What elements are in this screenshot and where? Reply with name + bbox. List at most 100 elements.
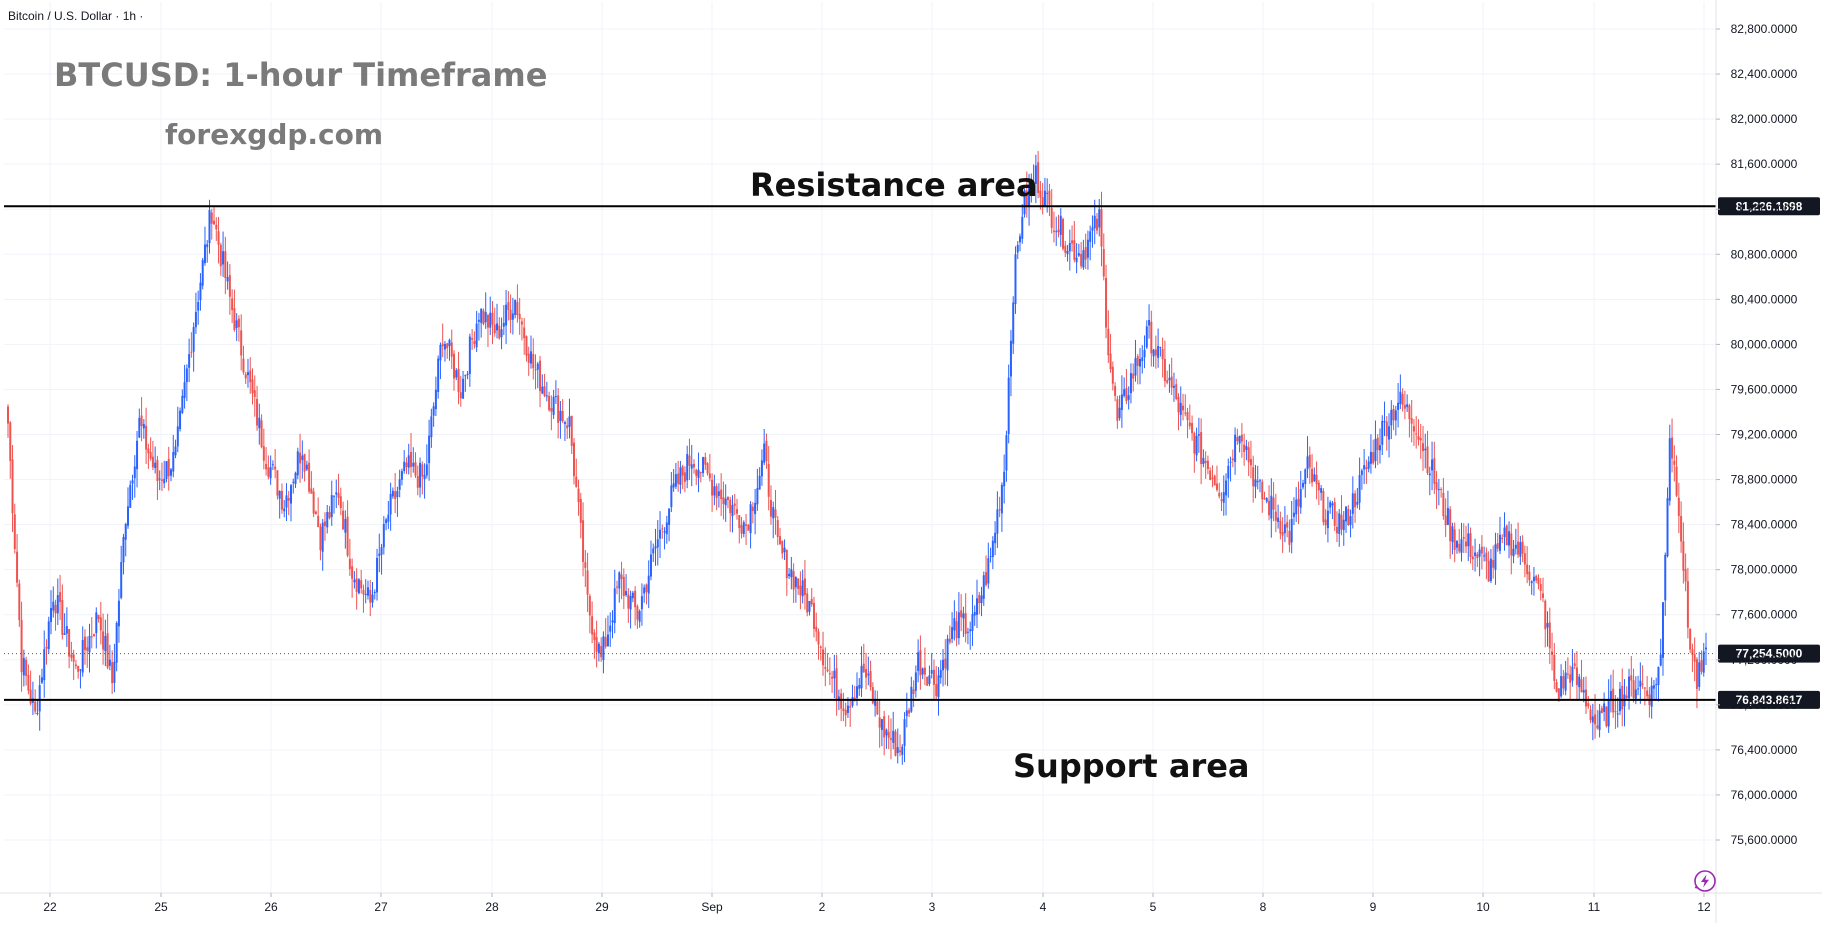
candle-body — [932, 669, 935, 685]
candle-body — [894, 731, 897, 756]
candle-body — [251, 379, 254, 394]
candle-body — [1680, 516, 1683, 542]
candle-body — [1512, 548, 1515, 557]
candle-body — [846, 705, 849, 713]
candle-body — [668, 508, 671, 525]
candle-body — [292, 481, 295, 483]
candle-body — [1234, 434, 1237, 462]
candle-body — [1510, 533, 1513, 556]
candle-body — [1677, 497, 1680, 516]
candle-body — [344, 519, 347, 533]
candle-body — [192, 327, 195, 352]
candle-body — [1152, 349, 1155, 357]
candle-body — [1650, 685, 1653, 707]
candle-body — [1469, 533, 1472, 557]
candle-body — [22, 658, 25, 676]
candle-body — [901, 746, 904, 755]
candle-body — [1274, 511, 1277, 521]
candle-body — [1046, 192, 1049, 194]
candle-body — [1030, 182, 1033, 188]
candle-body — [842, 708, 845, 712]
candle-body — [545, 395, 548, 397]
candle-body — [190, 351, 193, 353]
candle-body — [957, 612, 960, 639]
candle-body — [1193, 433, 1196, 454]
candle-body — [1066, 251, 1069, 255]
candle-body — [584, 562, 587, 568]
candle-body — [466, 373, 469, 375]
candle-body — [1582, 689, 1585, 693]
x-tick-label: 25 — [154, 900, 168, 914]
x-tick-label: 29 — [595, 900, 609, 914]
candle-body — [468, 336, 471, 374]
candle-body — [348, 558, 351, 570]
candle-body — [1689, 628, 1692, 650]
candle-body — [1569, 674, 1572, 683]
candle-body — [1686, 581, 1689, 628]
candle-body — [403, 461, 406, 471]
candle-body — [398, 479, 401, 490]
candle-body — [115, 622, 118, 663]
candle-body — [106, 633, 109, 668]
candle-body — [1406, 404, 1409, 408]
candle-body — [244, 374, 247, 379]
candle-body — [557, 395, 560, 423]
candle-body — [1385, 421, 1388, 437]
candle-body — [1397, 402, 1400, 411]
candle-body — [586, 570, 589, 595]
candle-body — [1428, 473, 1431, 476]
x-tick-label: 2 — [819, 900, 826, 914]
support-area-label: Support area — [1013, 747, 1250, 785]
candle-body — [77, 665, 80, 672]
candle-body — [917, 652, 920, 671]
candle-body — [1661, 602, 1664, 658]
candle-body — [441, 343, 444, 347]
candle-body — [102, 631, 105, 650]
candle-body — [1621, 685, 1624, 710]
candle-body — [1075, 257, 1078, 263]
candle-body — [47, 621, 50, 649]
candle-body — [631, 592, 634, 599]
candle-body — [1134, 358, 1137, 376]
candle-body — [117, 600, 120, 627]
candle-body — [414, 462, 417, 476]
candle-body — [717, 491, 720, 496]
candle-body — [1191, 423, 1194, 434]
candle-body — [661, 528, 664, 530]
candle-body — [1659, 654, 1662, 666]
candle-body — [412, 462, 415, 467]
candle-body — [523, 327, 526, 339]
candle-body — [1609, 690, 1612, 701]
candle-body — [455, 370, 458, 378]
candle-body — [446, 343, 449, 349]
candle-body — [104, 636, 107, 652]
candle-body — [1673, 460, 1676, 465]
candle-body — [1279, 520, 1282, 534]
candle-body — [1159, 347, 1162, 349]
candle-body — [409, 452, 412, 468]
candle-body — [201, 260, 204, 286]
candle-body — [600, 646, 603, 658]
symbol-header[interactable]: Bitcoin / U.S. Dollar · 1h · — [8, 9, 144, 23]
candle-body — [1555, 682, 1558, 692]
lightning-bolt-icon[interactable] — [1692, 868, 1718, 894]
candle-body — [1399, 391, 1402, 404]
candle-body — [1668, 438, 1671, 501]
candle-body — [613, 588, 616, 624]
candle-body — [745, 524, 748, 526]
candle-body — [1222, 492, 1225, 503]
candle-body — [11, 459, 14, 514]
candle-body — [473, 341, 476, 344]
candle-body — [1229, 461, 1232, 463]
candle-body — [561, 411, 564, 422]
candle-body — [1573, 663, 1576, 667]
candle-body — [652, 548, 655, 554]
candle-body — [1363, 465, 1366, 470]
candle-body — [1268, 500, 1271, 516]
candle-body — [1073, 240, 1076, 260]
candle-body — [471, 338, 474, 340]
candle-body — [1182, 405, 1185, 411]
y-tick-label: 79,600.0000 — [1731, 382, 1798, 396]
candle-body — [656, 539, 659, 548]
candle-body — [79, 669, 82, 671]
